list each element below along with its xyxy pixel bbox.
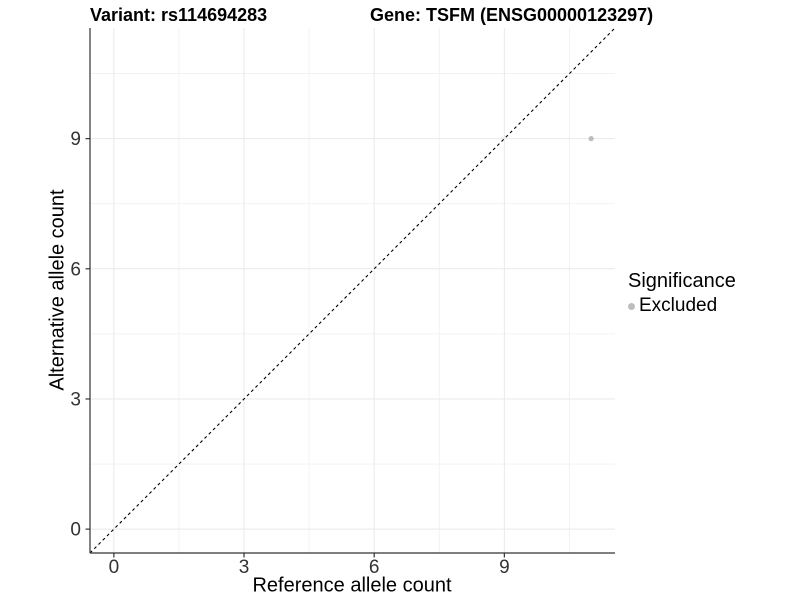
x-tick-label: 6 <box>369 557 380 578</box>
y-tick-label: 3 <box>70 389 81 410</box>
plot-title-variant: Variant: rs114694283 <box>90 5 268 25</box>
x-tick-label: 0 <box>109 557 120 578</box>
legend: Significance Excluded <box>628 270 736 317</box>
x-axis-label: Reference allele count <box>252 574 452 597</box>
y-tick-label: 0 <box>70 520 81 541</box>
x-tick-label: 3 <box>239 557 250 578</box>
y-tick-label: 9 <box>70 129 81 150</box>
legend-title: Significance <box>628 270 736 292</box>
plot-title-gene: Gene: TSFM (ENSG00000123297) <box>370 5 654 25</box>
identity-reference-line <box>89 27 616 554</box>
legend-item-excluded: Excluded <box>628 295 736 317</box>
x-tick-label: 9 <box>499 557 510 578</box>
y-tick-label: 6 <box>70 259 81 280</box>
legend-item-label: Excluded <box>639 295 718 316</box>
data-point <box>588 136 594 142</box>
y-axis-label: Alternative allele count <box>46 189 69 391</box>
legend-point-icon <box>628 302 635 310</box>
